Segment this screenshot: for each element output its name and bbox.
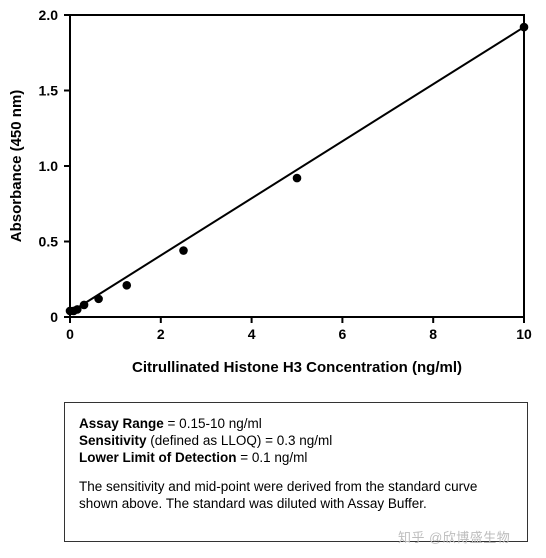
data-point	[79, 300, 89, 310]
assay-range-label: Assay Range	[79, 416, 164, 431]
y-tick-label: 1.5	[39, 83, 59, 99]
x-tick-label: 10	[516, 326, 532, 342]
x-tick-label: 4	[248, 326, 256, 342]
data-point	[122, 280, 132, 290]
y-tick-label: 0.5	[39, 234, 59, 250]
lld-value: = 0.1 ng/ml	[236, 450, 308, 465]
lld-line: Lower Limit of Detection = 0.1 ng/ml	[79, 449, 513, 466]
assay-range-value: = 0.15-10 ng/ml	[163, 416, 262, 431]
x-tick-label: 6	[339, 326, 347, 342]
data-point	[179, 246, 188, 255]
data-point	[72, 305, 82, 314]
x-tick-label: 8	[429, 326, 437, 342]
data-point	[292, 173, 302, 183]
sensitivity-label: Sensitivity	[79, 433, 147, 448]
fit-line	[69, 26, 525, 314]
x-axis-ticks: 0 2 4 6 8 10	[66, 317, 532, 342]
standard-curve-chart: 0 2 4 6 8 10 0 0.5 1.0 1.5 2.0 Citrullinated Hist…	[8, 7, 532, 376]
lld-label: Lower Limit of Detection	[79, 450, 237, 465]
plot-frame	[69, 14, 525, 318]
x-tick-label: 2	[157, 326, 165, 342]
y-axis-ticks: 0 0.5 1.0 1.5 2.0	[39, 7, 70, 325]
assay-info-box: Assay Range = 0.15-10 ng/ml Sensitivity …	[64, 402, 528, 542]
plot-border	[69, 14, 525, 318]
y-tick-label: 1.0	[39, 158, 59, 174]
data-points	[65, 22, 529, 316]
data-point	[519, 22, 529, 32]
assay-note: The sensitivity and mid-point were deriv…	[79, 479, 478, 511]
fit-line-group	[69, 26, 525, 314]
watermark-text: 知乎 @欣博盛生物	[398, 530, 511, 545]
x-tick-label: 0	[66, 326, 74, 342]
sensitivity-line: Sensitivity (defined as LLOQ) = 0.3 ng/m…	[79, 432, 513, 449]
sensitivity-value: (defined as LLOQ) = 0.3 ng/ml	[146, 433, 333, 448]
assay-range-line: Assay Range = 0.15-10 ng/ml	[79, 415, 513, 432]
data-point	[94, 294, 103, 304]
y-axis-title: Absorbance (450 nm)	[8, 90, 25, 243]
y-tick-label: 2.0	[39, 7, 59, 23]
y-tick-label: 0	[50, 309, 58, 325]
x-axis-title: Citrullinated Histone H3 Concentration (…	[132, 359, 462, 376]
